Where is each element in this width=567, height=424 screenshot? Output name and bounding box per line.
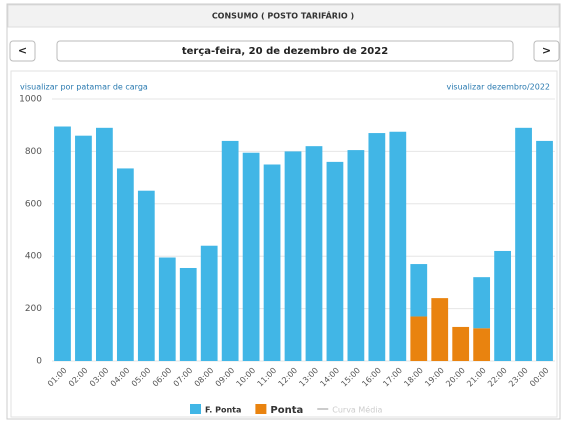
prev-button[interactable] (9, 40, 36, 62)
date-field[interactable] (56, 40, 514, 62)
bar (54, 126, 71, 361)
bar (494, 250, 511, 361)
bar (410, 264, 428, 317)
y-tick-label: 0 (36, 357, 42, 367)
legend-swatch (255, 404, 267, 414)
bar (431, 298, 449, 361)
y-tick-label: 200 (25, 304, 42, 314)
chart-panel (10, 70, 558, 418)
prev-icon: < (18, 44, 27, 57)
bar (96, 127, 113, 361)
legend-label: Ponta (270, 405, 303, 416)
y-tick-label: 1000 (19, 95, 42, 105)
bar (389, 131, 407, 361)
bar (179, 267, 197, 361)
link-right[interactable]: visualizar dezembro/2022 (446, 83, 550, 92)
bar (75, 135, 92, 361)
bar (515, 127, 532, 361)
bar (410, 316, 428, 361)
date: terça-feira, 20 de dezembro de 2022 (182, 46, 388, 57)
bar (263, 164, 281, 361)
bar (284, 151, 302, 361)
y-tick-label: 600 (25, 199, 42, 209)
next-icon: > (542, 44, 551, 57)
header-bar (7, 4, 560, 28)
next-button[interactable] (533, 40, 560, 62)
bar (452, 326, 470, 361)
y-tick-label: 800 (25, 147, 42, 157)
bar (536, 140, 553, 361)
bar (347, 150, 365, 361)
legend-swatch (190, 404, 201, 414)
link-left[interactable]: visualizar por patamar de carga (20, 83, 148, 92)
bar (368, 133, 386, 361)
y-tick-label: 400 (25, 252, 42, 262)
bar (242, 152, 260, 361)
bar (221, 140, 239, 361)
bar (116, 168, 134, 361)
bar (305, 146, 323, 361)
bar (473, 328, 491, 361)
bar (473, 277, 491, 329)
legend-label: F. Ponta (205, 406, 241, 415)
bar (137, 190, 155, 361)
bar (200, 245, 218, 361)
bar (326, 161, 344, 361)
header-title: CONSUMO ( POSTO TARIFÁRIO ) (212, 10, 354, 21)
legend-label: Curva Média (332, 405, 382, 415)
bar (158, 257, 176, 361)
